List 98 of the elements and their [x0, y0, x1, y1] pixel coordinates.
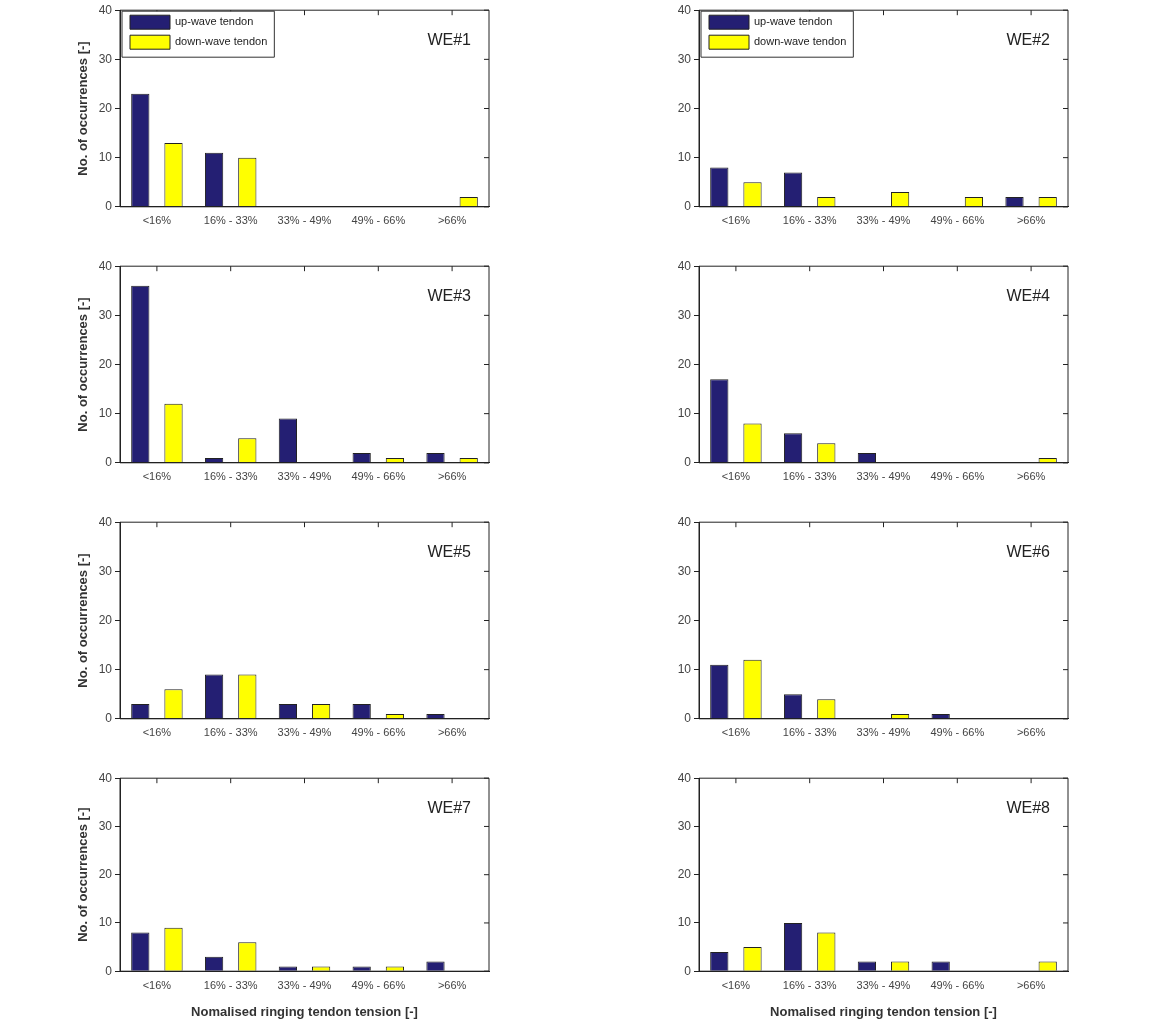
x-tick-label: >66%	[1016, 470, 1046, 483]
x-tick-label: 16% - 33%	[782, 214, 837, 227]
x-tick-label: <16%	[142, 470, 172, 483]
y-tick-label: 30	[677, 51, 692, 66]
legend-label: up-wave tendon	[175, 15, 254, 28]
y-tick-label: 10	[677, 149, 692, 164]
y-tick-label: 20	[677, 612, 692, 627]
x-tick-label: 33% - 49%	[856, 726, 911, 739]
x-tick-label: 49% - 66%	[351, 214, 406, 227]
annotation: WE#7	[427, 798, 472, 816]
x-tick-label: 16% - 33%	[782, 470, 837, 483]
y-tick-label: 40	[677, 514, 692, 529]
x-tick-label: <16%	[142, 726, 172, 739]
y-tick-label: 40	[98, 514, 113, 529]
x-tick-label: 49% - 66%	[930, 214, 985, 227]
y-tick-label: 0	[684, 199, 692, 214]
y-tick-label: 10	[677, 661, 692, 676]
y-tick-label: 40	[677, 258, 692, 273]
x-tick-label: >66%	[437, 214, 467, 227]
y-axis-title: No. of occurrences [-]	[75, 553, 91, 688]
x-axis-title: Nomalised ringing tendon tension [-]	[191, 1003, 418, 1019]
x-tick-label: >66%	[1016, 726, 1046, 739]
y-tick-label: 30	[677, 307, 692, 322]
y-tick-label: 40	[98, 258, 113, 273]
y-tick-label: 30	[98, 51, 113, 66]
x-tick-label: >66%	[437, 978, 467, 991]
annotation: WE#4	[1006, 286, 1051, 304]
y-tick-label: 0	[105, 199, 113, 214]
x-tick-label: 16% - 33%	[203, 214, 258, 227]
x-tick-label: 49% - 66%	[351, 978, 406, 991]
annotation: WE#6	[1006, 542, 1051, 560]
x-tick-label: >66%	[1016, 214, 1046, 227]
legend-label: down-wave tendon	[754, 35, 847, 48]
x-tick-label: <16%	[142, 214, 172, 227]
y-axis-title: No. of occurrences [-]	[75, 41, 91, 176]
y-tick-label: 10	[677, 405, 692, 420]
y-tick-label: 0	[105, 455, 113, 470]
y-tick-label: 0	[684, 711, 692, 726]
x-tick-label: 49% - 66%	[930, 978, 985, 991]
y-tick-label: 30	[98, 563, 113, 578]
y-tick-label: 20	[677, 356, 692, 371]
y-tick-label: 20	[98, 356, 113, 371]
legend-label: up-wave tendon	[754, 15, 833, 28]
x-tick-label: 33% - 49%	[856, 978, 911, 991]
x-tick-label: <16%	[721, 214, 751, 227]
y-tick-label: 40	[677, 770, 692, 785]
x-tick-label: >66%	[1016, 978, 1046, 991]
x-tick-label: <16%	[721, 978, 751, 991]
x-tick-label: 33% - 49%	[856, 214, 911, 227]
y-tick-label: 0	[684, 963, 692, 978]
x-tick-label: 16% - 33%	[203, 978, 258, 991]
y-axis-title: No. of occurrences [-]	[75, 807, 91, 942]
annotation: WE#5	[427, 542, 472, 560]
annotation: WE#8	[1006, 798, 1051, 816]
y-tick-label: 0	[105, 963, 113, 978]
y-tick-label: 40	[677, 2, 692, 17]
x-tick-label: 33% - 49%	[856, 470, 911, 483]
x-tick-label: 16% - 33%	[782, 726, 837, 739]
y-tick-label: 20	[98, 867, 113, 882]
x-tick-label: 49% - 66%	[930, 470, 985, 483]
x-tick-label: 33% - 49%	[277, 726, 332, 739]
y-tick-label: 0	[105, 711, 113, 726]
y-tick-label: 10	[98, 915, 113, 930]
x-tick-label: 33% - 49%	[277, 214, 332, 227]
x-tick-label: 16% - 33%	[782, 978, 837, 991]
y-tick-label: 20	[677, 100, 692, 115]
x-tick-label: 49% - 66%	[930, 726, 985, 739]
x-tick-label: 33% - 49%	[277, 978, 332, 991]
y-tick-label: 10	[98, 149, 113, 164]
x-tick-label: 49% - 66%	[351, 470, 406, 483]
legend-label: down-wave tendon	[175, 35, 268, 48]
y-tick-label: 30	[98, 307, 113, 322]
annotation: WE#3	[427, 286, 472, 304]
annotation: WE#1	[427, 30, 472, 48]
x-tick-label: 16% - 33%	[203, 470, 258, 483]
x-tick-label: <16%	[721, 470, 751, 483]
y-tick-label: 30	[98, 818, 113, 833]
y-tick-label: 10	[98, 405, 113, 420]
y-tick-label: 20	[677, 867, 692, 882]
y-tick-label: 30	[677, 818, 692, 833]
y-tick-label: 0	[684, 455, 692, 470]
x-tick-label: >66%	[437, 726, 467, 739]
x-tick-label: 33% - 49%	[277, 470, 332, 483]
y-tick-label: 30	[677, 563, 692, 578]
x-tick-label: <16%	[142, 978, 172, 991]
x-tick-label: 49% - 66%	[351, 726, 406, 739]
x-axis-title: Nomalised ringing tendon tension [-]	[770, 1003, 997, 1019]
x-tick-label: 16% - 33%	[203, 726, 258, 739]
x-tick-label: <16%	[721, 726, 751, 739]
y-tick-label: 40	[98, 2, 113, 17]
y-tick-label: 40	[98, 770, 113, 785]
y-tick-label: 10	[677, 915, 692, 930]
y-tick-label: 10	[98, 661, 113, 676]
y-tick-label: 20	[98, 612, 113, 627]
annotation: WE#2	[1006, 30, 1051, 48]
x-tick-label: >66%	[437, 470, 467, 483]
y-tick-label: 20	[98, 100, 113, 115]
y-axis-title: No. of occurrences [-]	[75, 297, 91, 432]
